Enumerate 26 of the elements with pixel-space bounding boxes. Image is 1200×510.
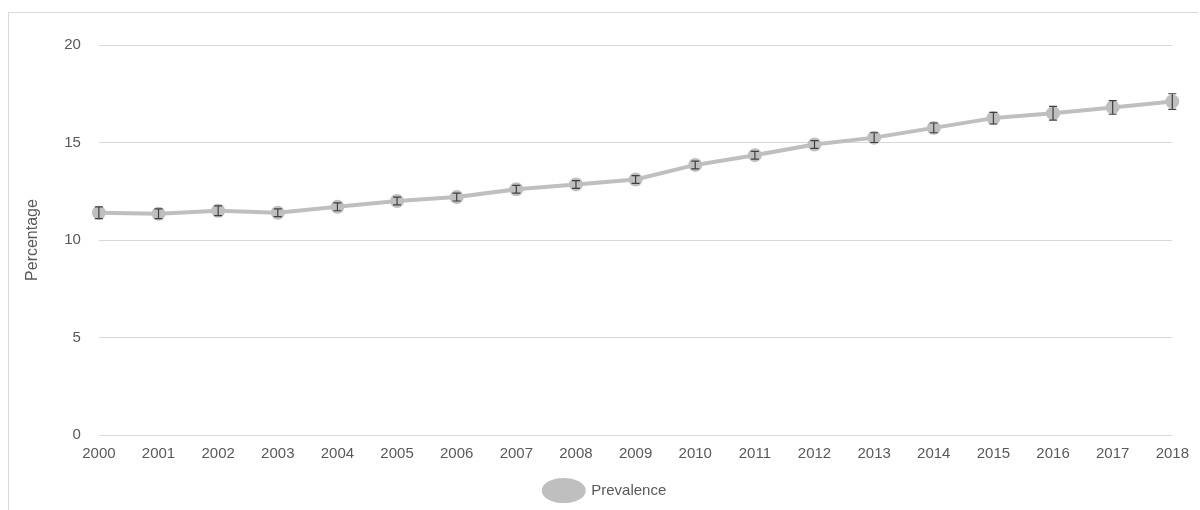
x-tick-label: 2001 xyxy=(141,444,176,462)
y-tick-label: 15 xyxy=(64,132,81,150)
x-tick-label: 2008 xyxy=(559,444,593,462)
x-tick-label: 2011 xyxy=(738,444,771,462)
x-tick-label: 2017 xyxy=(1095,444,1130,462)
x-tick-label: 2016 xyxy=(1036,444,1070,462)
x-tick-label: 2003 xyxy=(261,444,295,462)
y-tick-label: 5 xyxy=(72,327,81,345)
x-tick-label: 2000 xyxy=(82,444,116,462)
x-tick-label: 2004 xyxy=(320,444,355,462)
x-tick-label: 2013 xyxy=(857,444,891,462)
y-tick-label: 10 xyxy=(64,230,81,248)
x-tick-label: 2010 xyxy=(678,444,712,462)
legend-label: Prevalence xyxy=(591,480,667,498)
y-axis-title: Percentage xyxy=(23,198,41,281)
x-tick-label: 2009 xyxy=(618,444,653,462)
x-tick-label: 2012 xyxy=(797,444,832,462)
x-tick-label: 2006 xyxy=(440,444,474,462)
y-tick-label: 20 xyxy=(64,35,81,53)
y-tick-label: 0 xyxy=(72,425,81,443)
x-tick-label: 2015 xyxy=(976,444,1011,462)
x-tick-label: 2018 xyxy=(1155,444,1189,462)
x-tick-label: 2014 xyxy=(917,444,951,462)
x-tick-label: 2002 xyxy=(201,444,235,462)
x-tick-label: 2005 xyxy=(380,444,414,462)
x-tick-label: 2007 xyxy=(499,444,534,462)
